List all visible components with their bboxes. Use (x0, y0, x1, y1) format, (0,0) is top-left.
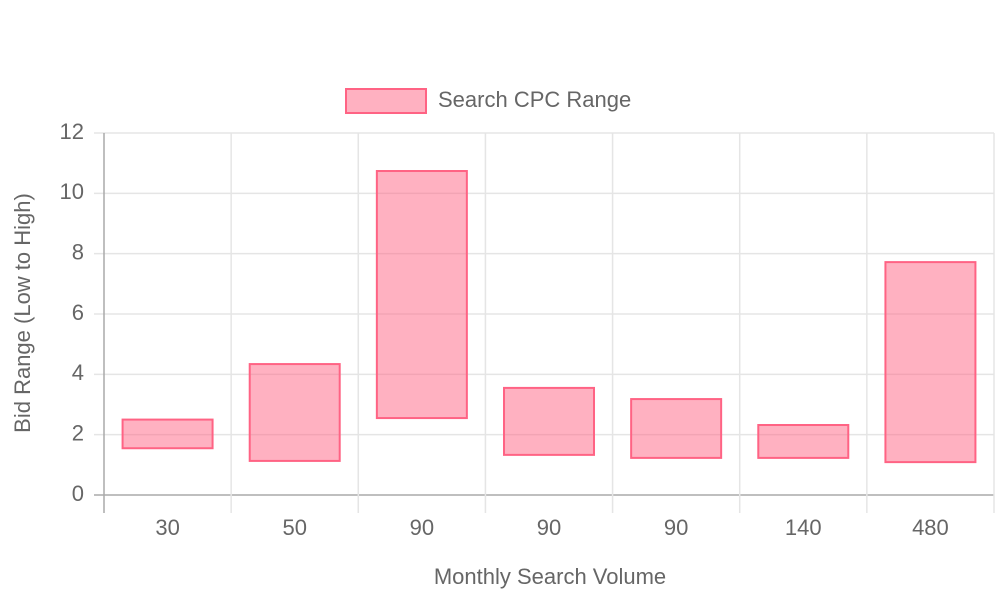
bar (630, 398, 723, 459)
y-tick-label: 8 (72, 239, 84, 264)
x-tick-label: 90 (664, 515, 688, 540)
y-tick-label: 2 (72, 420, 84, 445)
y-tick-label: 6 (72, 300, 84, 325)
bar (503, 386, 595, 456)
y-tick-label: 12 (60, 119, 84, 144)
y-axis-title: Bid Range (Low to High) (10, 193, 35, 433)
bar (121, 418, 214, 450)
bar (884, 261, 977, 464)
bar (375, 170, 468, 420)
x-axis-title: Monthly Search Volume (434, 564, 666, 589)
x-tick-label: 50 (282, 515, 306, 540)
x-tick-label: 480 (912, 515, 949, 540)
x-tick-label: 90 (537, 515, 561, 540)
legend-label: Search CPC Range (438, 87, 631, 112)
y-tick-label: 0 (72, 481, 84, 506)
y-tick-label: 4 (72, 360, 84, 385)
x-tick-label: 140 (785, 515, 822, 540)
legend-swatch (345, 88, 427, 114)
x-tick-label: 90 (410, 515, 434, 540)
bar (248, 363, 341, 462)
y-tick-label: 10 (60, 179, 84, 204)
x-tick-label: 30 (155, 515, 179, 540)
bar (757, 424, 850, 459)
